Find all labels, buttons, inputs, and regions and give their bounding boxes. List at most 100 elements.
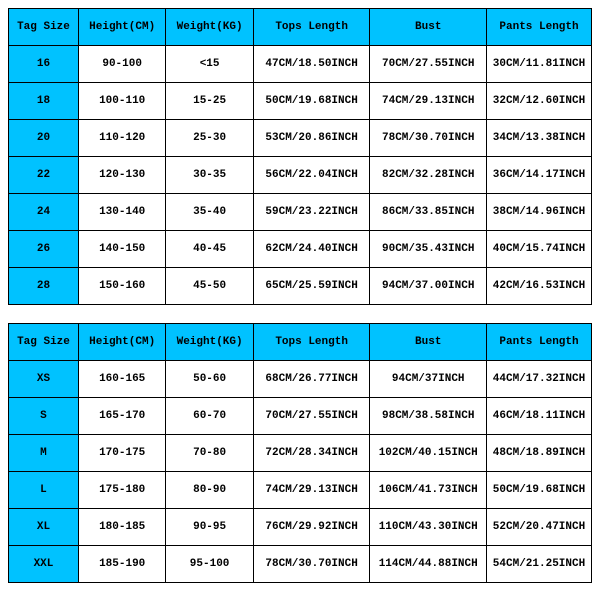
cell-height: 170-175 (78, 435, 165, 472)
cell-height: 165-170 (78, 398, 165, 435)
cell-height: 140-150 (78, 231, 165, 268)
cell-tops-length: 76CM/29.92INCH (253, 509, 370, 546)
cell-height: 110-120 (78, 120, 165, 157)
cell-weight: 45-50 (166, 268, 253, 305)
cell-tops-length: 50CM/19.68INCH (253, 83, 370, 120)
cell-bust: 86CM/33.85INCH (370, 194, 487, 231)
cell-pants-length: 38CM/14.96INCH (487, 194, 592, 231)
table-row: L175-18080-9074CM/29.13INCH106CM/41.73IN… (9, 472, 592, 509)
header-row: Tag Size Height(CM) Weight(KG) Tops Leng… (9, 324, 592, 361)
cell-height: 150-160 (78, 268, 165, 305)
cell-pants-length: 36CM/14.17INCH (487, 157, 592, 194)
cell-height: 100-110 (78, 83, 165, 120)
cell-pants-length: 34CM/13.38INCH (487, 120, 592, 157)
cell-weight: 60-70 (166, 398, 253, 435)
cell-tops-length: 78CM/30.70INCH (253, 546, 370, 583)
cell-bust: 78CM/30.70INCH (370, 120, 487, 157)
cell-bust: 94CM/37.00INCH (370, 268, 487, 305)
cell-bust: 106CM/41.73INCH (370, 472, 487, 509)
cell-tops-length: 53CM/20.86INCH (253, 120, 370, 157)
cell-pants-length: 42CM/16.53INCH (487, 268, 592, 305)
cell-weight: 35-40 (166, 194, 253, 231)
cell-pants-length: 32CM/12.60INCH (487, 83, 592, 120)
cell-tag-size: 20 (9, 120, 79, 157)
cell-pants-length: 54CM/21.25INCH (487, 546, 592, 583)
cell-pants-length: 30CM/11.81INCH (487, 46, 592, 83)
cell-tag-size: XS (9, 361, 79, 398)
cell-tag-size: 16 (9, 46, 79, 83)
cell-bust: 74CM/29.13INCH (370, 83, 487, 120)
table-row: 28150-16045-5065CM/25.59INCH94CM/37.00IN… (9, 268, 592, 305)
col-height: Height(CM) (78, 9, 165, 46)
cell-tag-size: L (9, 472, 79, 509)
cell-bust: 94CM/37INCH (370, 361, 487, 398)
cell-height: 120-130 (78, 157, 165, 194)
cell-bust: 114CM/44.88INCH (370, 546, 487, 583)
cell-pants-length: 50CM/19.68INCH (487, 472, 592, 509)
cell-tag-size: 18 (9, 83, 79, 120)
cell-tag-size: M (9, 435, 79, 472)
cell-pants-length: 52CM/20.47INCH (487, 509, 592, 546)
cell-pants-length: 44CM/17.32INCH (487, 361, 592, 398)
cell-bust: 102CM/40.15INCH (370, 435, 487, 472)
col-tag-size: Tag Size (9, 324, 79, 361)
cell-tops-length: 62CM/24.40INCH (253, 231, 370, 268)
cell-weight: <15 (166, 46, 253, 83)
cell-height: 130-140 (78, 194, 165, 231)
col-pants-length: Pants Length (487, 324, 592, 361)
table-row: XL180-18590-9576CM/29.92INCH110CM/43.30I… (9, 509, 592, 546)
cell-tops-length: 65CM/25.59INCH (253, 268, 370, 305)
cell-tag-size: XL (9, 509, 79, 546)
table-row: M170-17570-8072CM/28.34INCH102CM/40.15IN… (9, 435, 592, 472)
cell-bust: 82CM/32.28INCH (370, 157, 487, 194)
cell-tag-size: 24 (9, 194, 79, 231)
cell-tops-length: 59CM/23.22INCH (253, 194, 370, 231)
cell-weight: 95-100 (166, 546, 253, 583)
col-height: Height(CM) (78, 324, 165, 361)
table-gap (8, 305, 592, 323)
cell-tag-size: S (9, 398, 79, 435)
header-row: Tag Size Height(CM) Weight(KG) Tops Leng… (9, 9, 592, 46)
cell-tag-size: 28 (9, 268, 79, 305)
cell-height: 90-100 (78, 46, 165, 83)
col-weight: Weight(KG) (166, 9, 253, 46)
size-table-1: Tag Size Height(CM) Weight(KG) Tops Leng… (8, 8, 592, 305)
table-row: 20110-12025-3053CM/20.86INCH78CM/30.70IN… (9, 120, 592, 157)
cell-weight: 25-30 (166, 120, 253, 157)
table-row: 26140-15040-4562CM/24.40INCH90CM/35.43IN… (9, 231, 592, 268)
cell-weight: 40-45 (166, 231, 253, 268)
col-weight: Weight(KG) (166, 324, 253, 361)
cell-weight: 15-25 (166, 83, 253, 120)
col-bust: Bust (370, 9, 487, 46)
table-row: 22120-13030-3556CM/22.04INCH82CM/32.28IN… (9, 157, 592, 194)
cell-tops-length: 72CM/28.34INCH (253, 435, 370, 472)
table-row: XS160-16550-6068CM/26.77INCH94CM/37INCH4… (9, 361, 592, 398)
cell-tops-length: 74CM/29.13INCH (253, 472, 370, 509)
cell-tag-size: 22 (9, 157, 79, 194)
cell-height: 175-180 (78, 472, 165, 509)
table-row: 18100-11015-2550CM/19.68INCH74CM/29.13IN… (9, 83, 592, 120)
table-row: S165-17060-7070CM/27.55INCH98CM/38.58INC… (9, 398, 592, 435)
cell-height: 180-185 (78, 509, 165, 546)
cell-tag-size: XXL (9, 546, 79, 583)
cell-tops-length: 68CM/26.77INCH (253, 361, 370, 398)
cell-pants-length: 40CM/15.74INCH (487, 231, 592, 268)
cell-weight: 30-35 (166, 157, 253, 194)
cell-weight: 80-90 (166, 472, 253, 509)
cell-tops-length: 56CM/22.04INCH (253, 157, 370, 194)
col-bust: Bust (370, 324, 487, 361)
cell-bust: 70CM/27.55INCH (370, 46, 487, 83)
size-table-2: Tag Size Height(CM) Weight(KG) Tops Leng… (8, 323, 592, 583)
cell-weight: 90-95 (166, 509, 253, 546)
table-row: XXL185-19095-10078CM/30.70INCH114CM/44.8… (9, 546, 592, 583)
cell-weight: 70-80 (166, 435, 253, 472)
cell-weight: 50-60 (166, 361, 253, 398)
col-tops-length: Tops Length (253, 9, 370, 46)
cell-bust: 90CM/35.43INCH (370, 231, 487, 268)
cell-bust: 98CM/38.58INCH (370, 398, 487, 435)
col-tag-size: Tag Size (9, 9, 79, 46)
cell-tops-length: 47CM/18.50INCH (253, 46, 370, 83)
table-row: 24130-14035-4059CM/23.22INCH86CM/33.85IN… (9, 194, 592, 231)
cell-height: 160-165 (78, 361, 165, 398)
cell-tops-length: 70CM/27.55INCH (253, 398, 370, 435)
